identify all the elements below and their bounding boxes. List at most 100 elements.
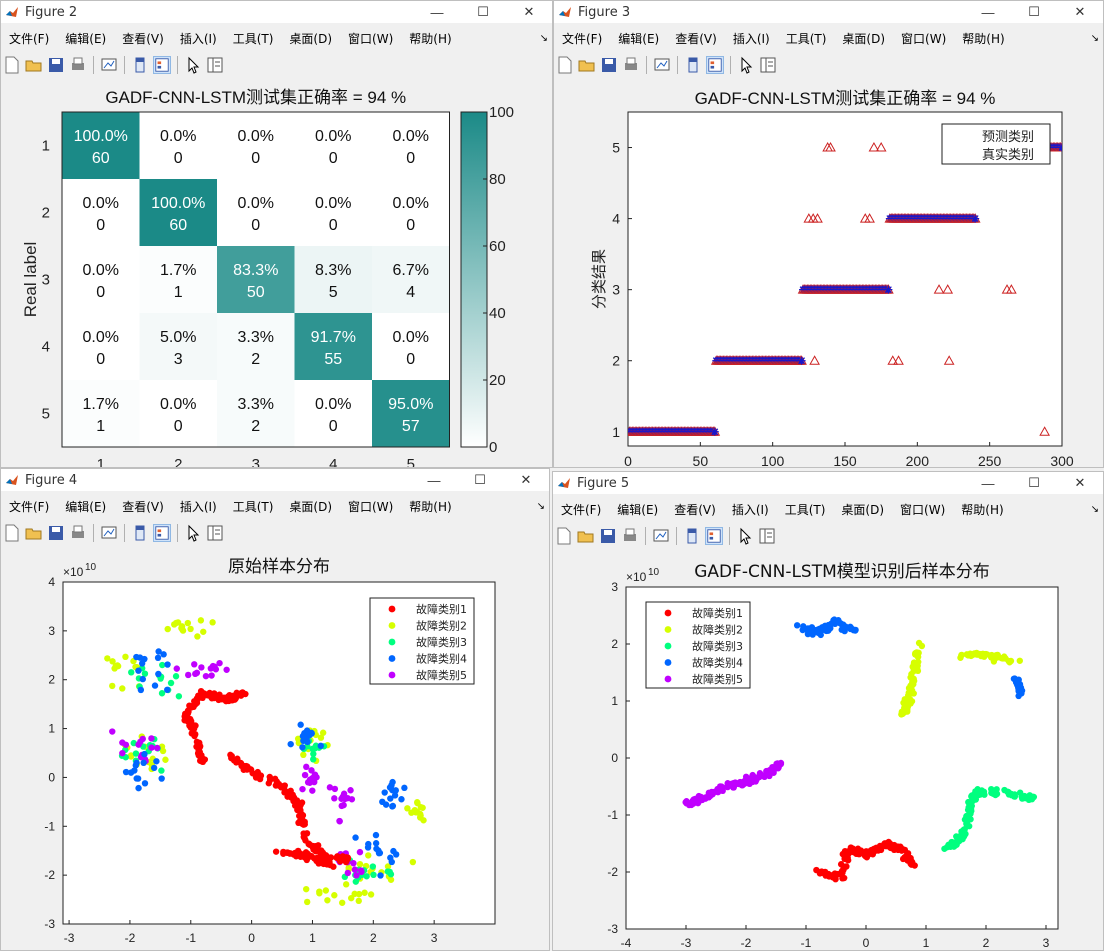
legend-label: 故障类别3: [416, 635, 467, 649]
menu-item[interactable]: 工具(T): [784, 502, 826, 517]
menu-item[interactable]: 工具(T): [785, 31, 827, 46]
print-icon[interactable]: [69, 524, 87, 542]
minimize-icon[interactable]: —: [427, 472, 441, 488]
title-bar[interactable]: Figure 5 — ☐ ✕: [553, 472, 1103, 494]
maximize-icon[interactable]: ☐: [474, 472, 486, 487]
menu-item[interactable]: 文件(F): [9, 31, 50, 46]
close-icon[interactable]: ✕: [520, 472, 532, 487]
menu-item[interactable]: 插入(I): [732, 31, 770, 46]
open-folder-icon[interactable]: [578, 56, 596, 74]
open-folder-icon[interactable]: [577, 527, 595, 545]
browser-icon[interactable]: [758, 527, 776, 545]
link-plot-icon[interactable]: [100, 56, 118, 74]
menu-item[interactable]: 编辑(E): [65, 499, 107, 514]
property-inspector-icon[interactable]: [706, 56, 724, 74]
menu-item[interactable]: 查看(V): [122, 31, 164, 46]
save-icon[interactable]: [47, 56, 65, 74]
browser-icon[interactable]: [206, 56, 224, 74]
open-folder-icon[interactable]: [25, 524, 43, 542]
dock-icon[interactable]: [684, 56, 702, 74]
menu-item[interactable]: 桌面(D): [842, 31, 886, 46]
menu-item[interactable]: 工具(T): [232, 31, 274, 46]
property-inspector-icon[interactable]: [705, 527, 723, 545]
menu-item[interactable]: 文件(F): [561, 502, 602, 517]
data-point: [323, 856, 331, 864]
print-icon[interactable]: [69, 56, 87, 74]
data-point: [153, 758, 160, 765]
menu-item[interactable]: 帮助(H): [409, 31, 452, 46]
pointer-icon[interactable]: [736, 527, 754, 545]
menu-item[interactable]: 工具(T): [232, 499, 274, 514]
menu-item[interactable]: 窗口(W): [348, 499, 394, 514]
menu-item[interactable]: 文件(F): [9, 499, 50, 514]
save-icon[interactable]: [47, 524, 65, 542]
menu-item[interactable]: 文件(F): [562, 31, 603, 46]
menu-item[interactable]: 桌面(D): [289, 31, 333, 46]
new-file-icon[interactable]: [3, 56, 21, 74]
menu-bar: 文件(F) 编辑(E) 查看(V) 插入(I) 工具(T) 桌面(D) 窗口(W) 帮助(H)…: [554, 27, 1103, 49]
link-plot-icon[interactable]: [653, 56, 671, 74]
property-inspector-icon[interactable]: [153, 524, 171, 542]
print-icon[interactable]: [621, 527, 639, 545]
cell-percent: 0.0%: [83, 329, 119, 346]
dock-icon[interactable]: [131, 524, 149, 542]
legend-marker: [664, 675, 672, 683]
dock-arrow-icon[interactable]: ↘: [536, 500, 545, 512]
save-icon[interactable]: [600, 56, 618, 74]
menu-item[interactable]: 编辑(E): [617, 502, 659, 517]
pointer-icon[interactable]: [737, 56, 755, 74]
browser-icon[interactable]: [206, 524, 224, 542]
title-bar[interactable]: Figure 2 — ☐ ✕: [1, 1, 552, 23]
data-point: [309, 843, 316, 851]
mispredicted-marker: [893, 355, 904, 365]
menu-item[interactable]: 帮助(H): [409, 499, 452, 514]
close-icon[interactable]: ✕: [1074, 4, 1086, 19]
menu-item[interactable]: 窗口(W): [900, 502, 946, 517]
menu-item[interactable]: 查看(V): [674, 502, 716, 517]
pointer-icon[interactable]: [184, 56, 202, 74]
menu-item[interactable]: 插入(I): [179, 499, 217, 514]
browser-icon[interactable]: [759, 56, 777, 74]
new-file-icon[interactable]: [556, 56, 574, 74]
link-plot-icon[interactable]: [100, 524, 118, 542]
new-file-icon[interactable]: [3, 524, 21, 542]
menu-item[interactable]: 查看(V): [122, 499, 164, 514]
title-bar[interactable]: Figure 4 — ☐ ✕: [1, 469, 549, 491]
menu-item[interactable]: 帮助(H): [961, 502, 1004, 517]
data-point: [109, 682, 116, 690]
save-icon[interactable]: [599, 527, 617, 545]
link-plot-icon[interactable]: [652, 527, 670, 545]
menu-item[interactable]: 查看(V): [675, 31, 717, 46]
menu-item[interactable]: 窗口(W): [348, 31, 394, 46]
print-icon[interactable]: [622, 56, 640, 74]
menu-item[interactable]: 插入(I): [179, 31, 217, 46]
new-file-icon[interactable]: [555, 527, 573, 545]
menu-item[interactable]: 编辑(E): [65, 31, 107, 46]
menu-item[interactable]: 编辑(E): [618, 31, 660, 46]
dock-arrow-icon[interactable]: ↘: [539, 32, 548, 44]
open-folder-icon[interactable]: [25, 56, 43, 74]
matrix-cell: [139, 313, 217, 380]
minimize-icon[interactable]: —: [981, 4, 995, 20]
minimize-icon[interactable]: —: [430, 4, 444, 20]
title-bar[interactable]: Figure 3 — ☐ ✕: [554, 1, 1103, 23]
menu-item[interactable]: 窗口(W): [901, 31, 947, 46]
x-tick-label: -1: [801, 936, 812, 950]
close-icon[interactable]: ✕: [523, 4, 535, 19]
maximize-icon[interactable]: ☐: [1028, 4, 1040, 19]
dock-icon[interactable]: [131, 56, 149, 74]
minimize-icon[interactable]: —: [981, 475, 995, 491]
close-icon[interactable]: ✕: [1074, 475, 1086, 490]
property-inspector-icon[interactable]: [153, 56, 171, 74]
maximize-icon[interactable]: ☐: [1028, 475, 1040, 490]
menu-item[interactable]: 桌面(D): [841, 502, 885, 517]
menu-item[interactable]: 桌面(D): [289, 499, 333, 514]
dock-arrow-icon[interactable]: ↘: [1090, 32, 1099, 44]
menu-item[interactable]: 帮助(H): [962, 31, 1005, 46]
dock-arrow-icon[interactable]: ↘: [1090, 503, 1099, 515]
pointer-icon[interactable]: [184, 524, 202, 542]
data-point: [198, 664, 205, 671]
dock-icon[interactable]: [683, 527, 701, 545]
menu-item[interactable]: 插入(I): [731, 502, 769, 517]
maximize-icon[interactable]: ☐: [477, 4, 489, 19]
